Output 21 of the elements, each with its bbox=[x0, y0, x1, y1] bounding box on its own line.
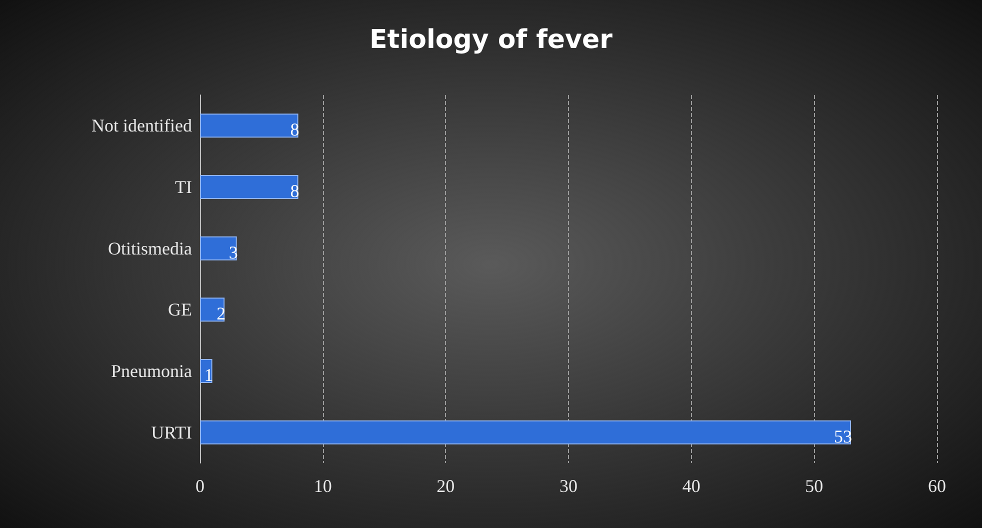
y-tick-label: Pneumonia bbox=[111, 361, 192, 381]
x-tick-label: 20 bbox=[436, 476, 455, 496]
data-label: 8 bbox=[290, 181, 300, 201]
bar bbox=[200, 359, 212, 383]
bar bbox=[200, 175, 298, 199]
chart-title: Etiology of fever bbox=[370, 25, 613, 55]
x-tick-label: 50 bbox=[805, 476, 824, 496]
y-tick-label: URTI bbox=[151, 422, 192, 442]
x-tick-label: 40 bbox=[682, 476, 700, 496]
x-tick-label: 60 bbox=[928, 476, 946, 496]
y-tick-label: TI bbox=[175, 177, 192, 197]
data-label: 8 bbox=[290, 120, 300, 140]
bar bbox=[200, 420, 852, 444]
x-tick-label: 30 bbox=[560, 476, 578, 496]
x-tick-label: 0 bbox=[196, 476, 204, 496]
y-tick-label: Not identified bbox=[92, 116, 192, 136]
y-tick-label: GE bbox=[168, 300, 192, 320]
x-tick-label: 10 bbox=[314, 476, 332, 496]
data-label: 1 bbox=[204, 365, 214, 385]
bar bbox=[200, 114, 298, 138]
y-tick-label: Otitismedia bbox=[108, 238, 192, 258]
